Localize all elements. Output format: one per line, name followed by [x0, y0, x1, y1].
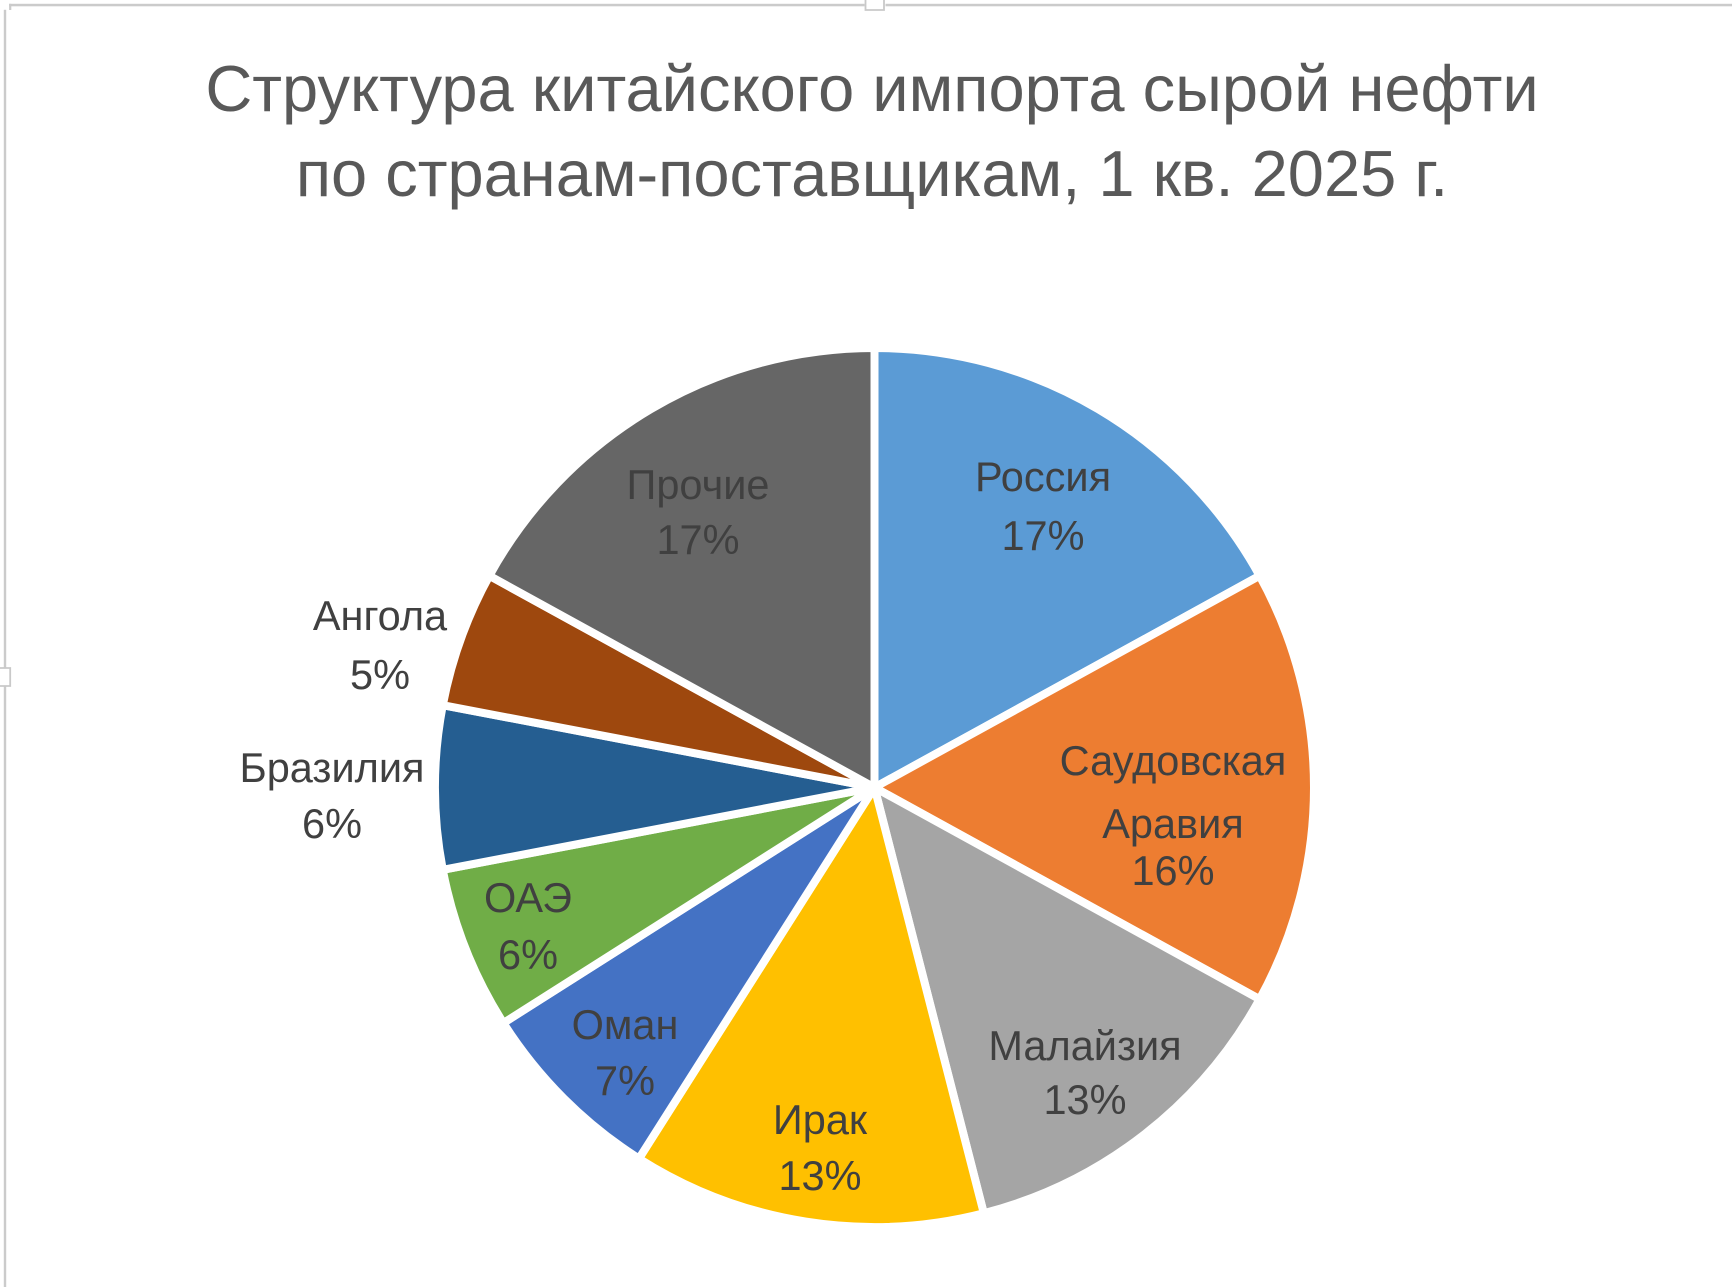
svg-text:Россия: Россия	[975, 453, 1111, 500]
svg-text:Структура китайского импорта с: Структура китайского импорта сырой нефти	[205, 52, 1538, 125]
svg-text:Аравия: Аравия	[1102, 800, 1244, 847]
svg-text:7%: 7%	[595, 1057, 655, 1104]
svg-text:Ангола: Ангола	[313, 592, 448, 639]
svg-text:13%: 13%	[778, 1152, 861, 1199]
svg-text:Ирак: Ирак	[773, 1096, 868, 1143]
svg-text:17%: 17%	[656, 516, 739, 563]
svg-text:6%: 6%	[302, 800, 362, 847]
svg-text:5%: 5%	[350, 651, 410, 698]
svg-text:Бразилия: Бразилия	[239, 744, 424, 791]
svg-text:по странам-поставщикам, 1 кв.: по странам-поставщикам, 1 кв. 2025 г.	[296, 137, 1448, 210]
svg-text:ОАЭ: ОАЭ	[484, 874, 572, 921]
svg-text:6%: 6%	[498, 931, 558, 978]
svg-text:Прочие: Прочие	[627, 461, 770, 508]
svg-text:13%: 13%	[1043, 1076, 1126, 1123]
svg-text:Малайзия: Малайзия	[988, 1022, 1181, 1069]
svg-text:16%: 16%	[1131, 847, 1214, 894]
svg-text:Оман: Оман	[572, 1001, 679, 1048]
svg-text:17%: 17%	[1001, 512, 1084, 559]
svg-text:Саудовская: Саудовская	[1060, 737, 1287, 784]
